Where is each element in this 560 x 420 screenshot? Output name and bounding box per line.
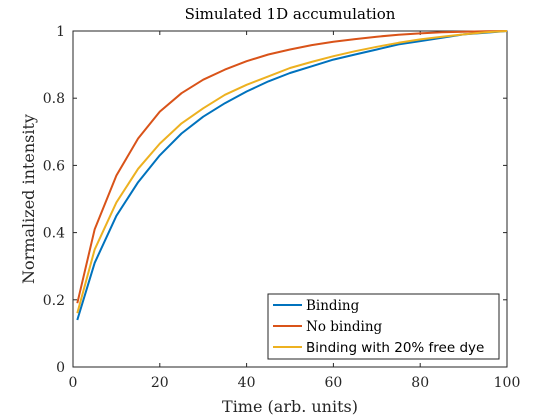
legend-label-3: Binding with 20% free dye <box>306 340 484 356</box>
legend-label-2: No binding <box>306 319 383 335</box>
x-tick-label: 40 <box>238 375 256 391</box>
series-line-1 <box>76 30 508 321</box>
y-tick-label: 0.8 <box>43 91 65 107</box>
x-tick-label: 20 <box>151 375 169 391</box>
axis-ticks: 0 20 40 60 80 100 0 0.2 0.4 0.6 0.8 1 <box>43 24 521 391</box>
y-tick-label: 0.4 <box>43 226 65 242</box>
y-tick-label: 1 <box>56 24 65 40</box>
x-tick-label: 60 <box>324 375 342 391</box>
x-tick-label: 0 <box>69 375 78 391</box>
series-lines <box>76 30 508 321</box>
x-tick-label: 80 <box>411 375 429 391</box>
legend-box <box>267 293 500 360</box>
y-tick-label: 0.6 <box>43 158 65 174</box>
series-line-3 <box>76 30 508 314</box>
x-axis-label: Time (arb. units) <box>222 397 358 416</box>
legend-label-1: Binding <box>306 298 360 314</box>
legend: Binding No binding Binding with 20% free d… <box>267 293 500 360</box>
y-tick-label: 0.2 <box>43 293 65 309</box>
y-axis-label: Normalized intensity <box>19 114 38 284</box>
y-tick-label: 0 <box>56 360 65 376</box>
chart-title: Simulated 1D accumulation <box>185 5 396 23</box>
x-tick-label: 100 <box>494 375 521 391</box>
series-line-2 <box>76 30 508 304</box>
